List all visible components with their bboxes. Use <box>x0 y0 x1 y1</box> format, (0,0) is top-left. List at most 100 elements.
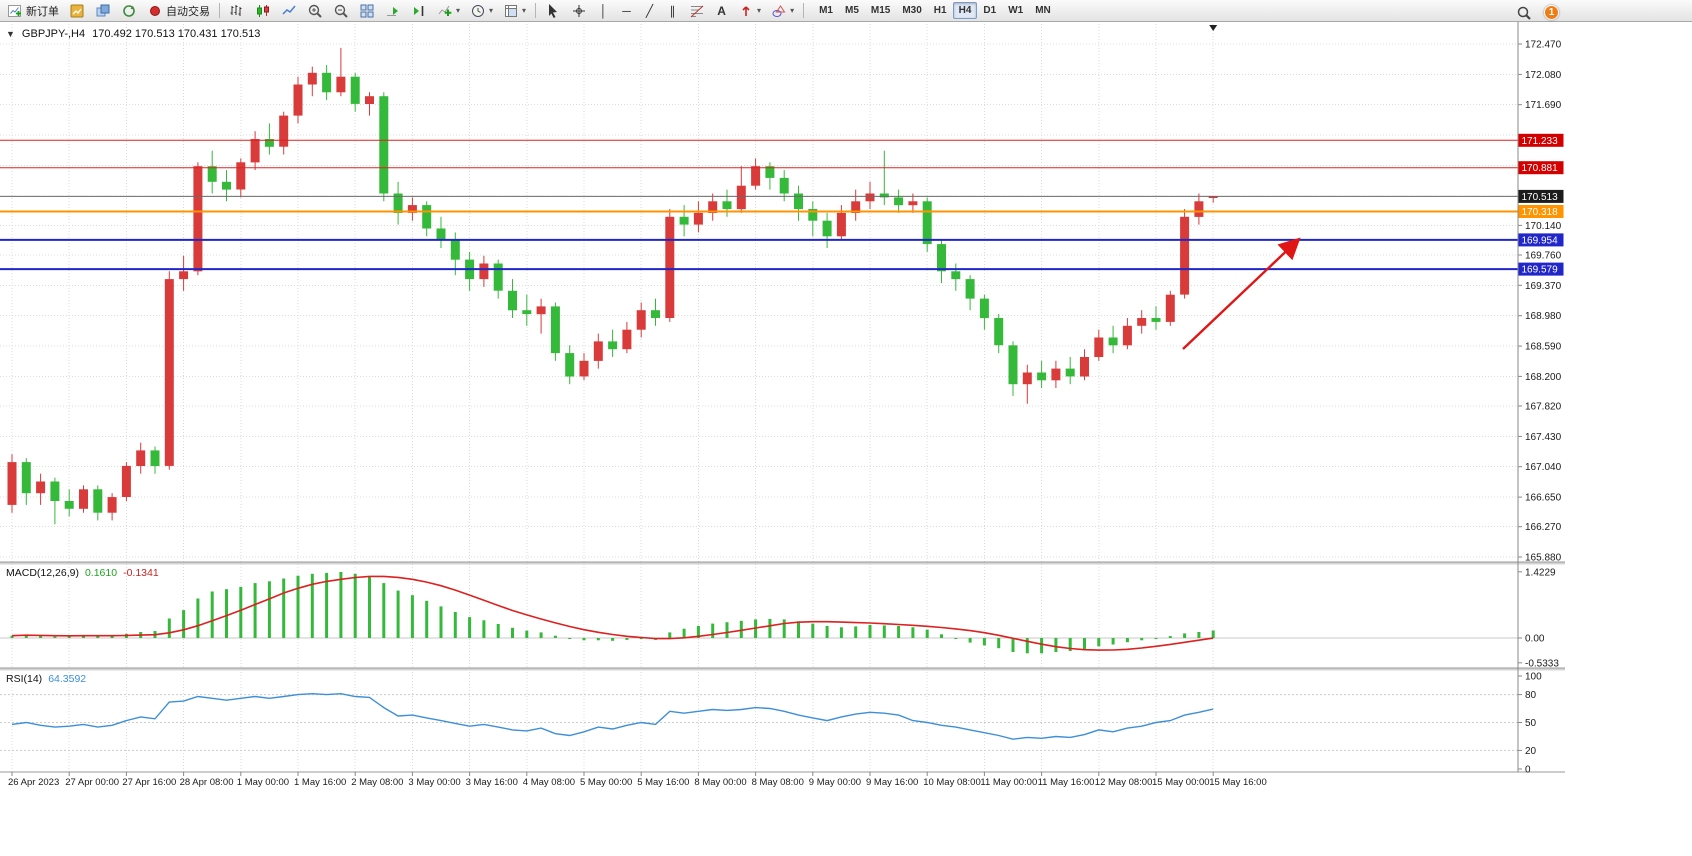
horizontal-line-icon: ─ <box>622 3 631 18</box>
chart-canvas[interactable]: 172.470 172.080 171.690 170.140 169.760 169.3… <box>0 22 1565 790</box>
price-axis-label: 170.140 <box>1525 221 1562 232</box>
price-axis-label: 171.690 <box>1525 100 1562 111</box>
timeframe-m5-button[interactable]: M5 <box>844 5 859 16</box>
svg-text:0: 0 <box>1525 765 1531 776</box>
candlestick-chart-button[interactable] <box>251 1 275 20</box>
timeframe-m30-button[interactable]: M30 <box>902 5 922 16</box>
crosshair-button[interactable] <box>567 1 591 20</box>
timeframe-group: M1 M5 M15 M30 H1 H4 D1 W1 MN <box>813 2 1057 19</box>
macd-main-value: 0.1610 <box>84 567 118 579</box>
time-axis[interactable]: 26 Apr 2023 27 Apr 00:00 27 Apr 16:00 28 Ap… <box>8 772 1267 788</box>
shapes-button[interactable]: ▾ <box>767 1 798 20</box>
price-axis[interactable]: 172.470 172.080 171.690 170.140 169.760 169.3… <box>1518 40 1562 564</box>
timeframe-m1-button[interactable]: M1 <box>819 5 833 16</box>
candle <box>608 329 618 357</box>
candle <box>207 150 217 194</box>
candle <box>279 111 289 155</box>
timeframe-h1-button[interactable]: H1 <box>933 5 947 16</box>
candle <box>994 314 1004 354</box>
auto-trading-label: 自动交易 <box>166 5 210 18</box>
refresh-icon <box>121 3 137 19</box>
shapes-icon <box>771 3 787 19</box>
candle <box>593 333 603 369</box>
rsi-value: 64.3592 <box>48 673 87 685</box>
time-axis-label: 3 May 16:00 <box>466 777 518 788</box>
indicators-button[interactable]: ▾ <box>433 1 464 20</box>
candle <box>121 462 131 501</box>
candle <box>865 181 875 209</box>
candle <box>179 255 189 291</box>
profiles-button[interactable] <box>91 1 115 20</box>
tile-windows-button[interactable] <box>355 1 379 20</box>
periods-button[interactable]: ▾ <box>466 1 497 20</box>
auto-scroll-button[interactable] <box>381 1 405 20</box>
ohlc-values: 170.492 170.513 170.431 170.513 <box>92 28 261 40</box>
candle <box>93 485 103 521</box>
candle <box>7 454 17 513</box>
templates-button[interactable]: ▾ <box>499 1 530 20</box>
line-chart-button[interactable] <box>277 1 301 20</box>
zoom-in-button[interactable] <box>303 1 327 20</box>
time-axis-label: 9 May 16:00 <box>866 777 918 788</box>
channel-button[interactable]: ∥ <box>662 1 683 20</box>
new-chart-button[interactable] <box>65 1 89 20</box>
auto-trading-status-icon <box>147 3 163 19</box>
price-axis-label: 169.760 <box>1525 251 1562 262</box>
timeframe-h4-button[interactable]: H4 <box>952 2 978 19</box>
macd-signal-line <box>11 575 1214 651</box>
toolbar-separator <box>535 3 537 18</box>
dropdown-caret: ▾ <box>757 6 762 15</box>
text-tool-icon: A <box>717 3 726 18</box>
trend-arrow-annotation[interactable] <box>1182 237 1301 350</box>
new-order-button[interactable]: 新订单 <box>3 1 63 20</box>
chart-shift-button[interactable] <box>407 1 431 20</box>
auto-scroll-icon <box>385 6 398 19</box>
cursor-button[interactable] <box>541 1 565 20</box>
zoom-out-button[interactable] <box>329 1 353 20</box>
candlestick-icon <box>255 3 271 19</box>
timeframe-d1-button[interactable]: D1 <box>983 5 997 16</box>
time-axis-label: 11 May 00:00 <box>980 777 1037 788</box>
pane-separator[interactable] <box>0 668 1565 671</box>
time-axis-label: 28 Apr 08:00 <box>180 777 234 788</box>
candle <box>794 185 803 221</box>
price-axis-label: 166.650 <box>1525 493 1562 504</box>
auto-trading-button[interactable]: 自动交易 <box>143 1 214 20</box>
bar-chart-button[interactable] <box>225 1 249 20</box>
zoom-out-icon <box>333 3 349 19</box>
candle <box>1022 364 1032 404</box>
macd-axis: 1.4229 0.00 -0.5333 <box>1518 567 1559 669</box>
fibonacci-icon <box>689 3 705 19</box>
notification-badge[interactable]: 1 <box>1544 5 1559 20</box>
timeframe-m15-button[interactable]: M15 <box>870 5 891 16</box>
candle <box>979 294 989 330</box>
svg-text:20: 20 <box>1525 746 1537 757</box>
candle <box>1094 329 1104 361</box>
svg-text:169.579: 169.579 <box>1522 265 1559 276</box>
pane-separator[interactable] <box>0 562 1565 565</box>
one-click-trading-toggle[interactable]: ▼ <box>6 29 15 39</box>
candle <box>36 473 46 505</box>
vertical-line-icon: │ <box>599 3 608 18</box>
horizontal-line-button[interactable]: ─ <box>616 1 637 20</box>
svg-text:1.4229: 1.4229 <box>1525 567 1556 578</box>
candle <box>1080 349 1089 381</box>
text-button[interactable]: A <box>711 1 732 20</box>
arrows-button[interactable]: ▾ <box>734 1 765 20</box>
candle <box>708 193 718 221</box>
search-button[interactable] <box>1512 3 1536 22</box>
trendline-button[interactable]: ╱ <box>639 1 660 20</box>
candle <box>407 197 417 221</box>
timeframe-w1-button[interactable]: W1 <box>1008 5 1024 16</box>
vertical-line-button[interactable]: │ <box>593 1 614 20</box>
timeframe-mn-button[interactable]: MN <box>1035 5 1051 16</box>
candle <box>808 201 818 237</box>
chart-background <box>0 22 1565 790</box>
fibonacci-button[interactable] <box>685 1 709 20</box>
refresh-button[interactable] <box>117 1 141 20</box>
price-line-label-169.954: 169.954 <box>1518 233 1564 247</box>
candle <box>250 131 260 171</box>
candle <box>622 321 632 354</box>
new-chart-icon <box>69 3 85 19</box>
candle <box>136 442 146 474</box>
